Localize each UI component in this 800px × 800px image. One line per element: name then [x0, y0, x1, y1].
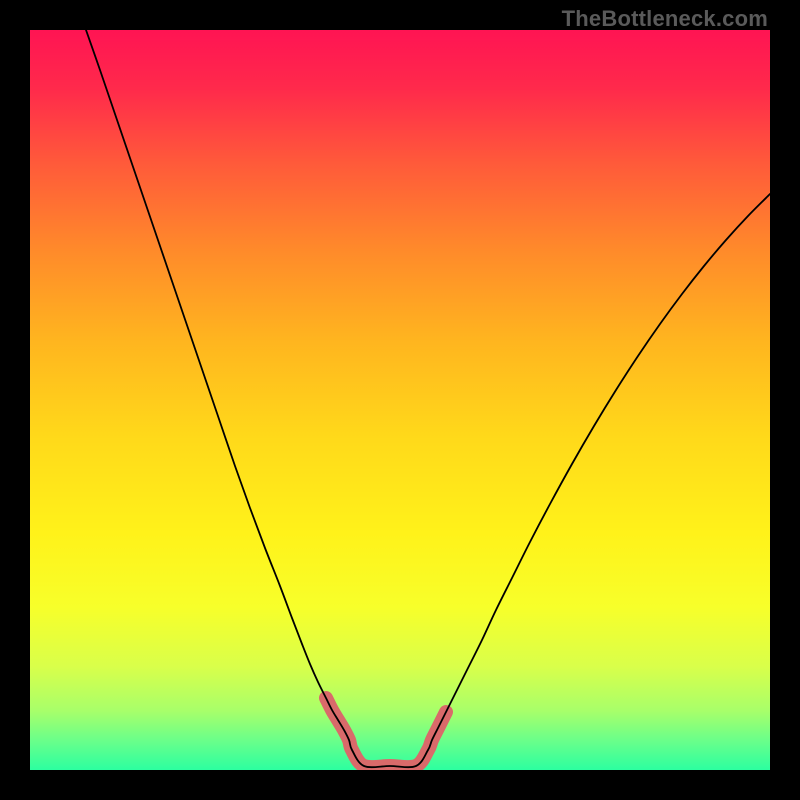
gradient-background [30, 30, 770, 770]
watermark-text: TheBottleneck.com [562, 6, 768, 32]
chart-frame: TheBottleneck.com [0, 0, 800, 800]
plot-area [30, 30, 770, 770]
